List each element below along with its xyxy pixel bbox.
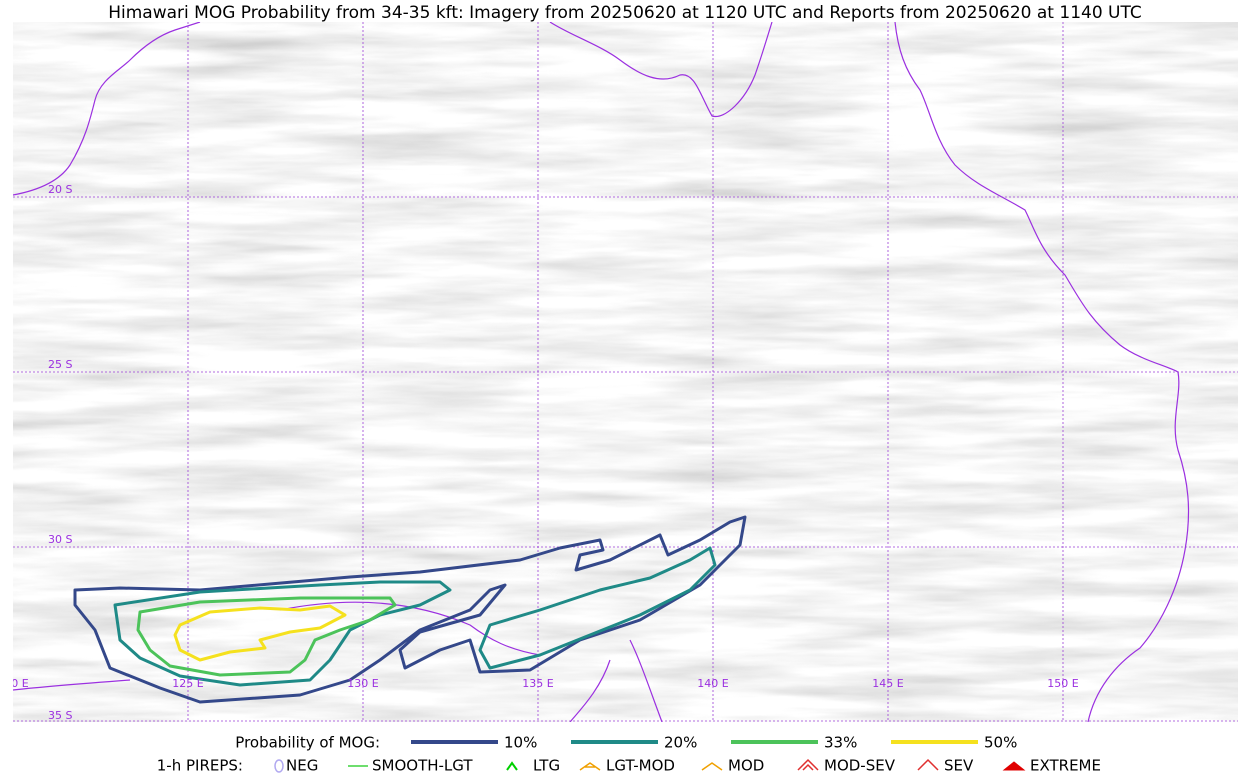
map: 20 S 25 S 30 S 35 S 120 E 125 E 130 E 135 E 140… (0, 22, 1238, 722)
graticule (13, 22, 1238, 722)
contour-10 (73, 515, 747, 704)
legend-label: SMOOTH-LGT (372, 757, 473, 775)
legend-icon (797, 758, 819, 771)
lon-label: 125 E (172, 677, 203, 690)
legend: Probability of MOG: 10% 20% 33% 50% 1-h PIREP… (157, 734, 1101, 775)
legend-icon (506, 761, 518, 771)
lon-label: 150 E (1047, 677, 1078, 690)
lat-label: 35 S (48, 709, 72, 722)
legend-label: LGT-MOD (606, 757, 675, 775)
lon-label: 140 E (697, 677, 728, 690)
title: Himawari MOG Probability from 34-35 kft:… (108, 3, 1142, 23)
legend-label: 10% (504, 734, 537, 752)
lon-label: 145 E (872, 677, 903, 690)
legend-title: 1-h PIREPS: (157, 757, 243, 775)
contour-33 (136, 596, 397, 677)
lat-label: 30 S (48, 533, 72, 546)
legend-icon (579, 762, 601, 771)
lon-label: 130 E (347, 677, 378, 690)
legend-label: 20% (664, 734, 697, 752)
legend-icon (1002, 761, 1026, 771)
legend-label: LTG (533, 757, 560, 775)
legend-label: SEV (944, 757, 974, 775)
lat-labels: 20 S 25 S 30 S 35 S (48, 183, 72, 722)
coastlines (13, 22, 1190, 722)
legend-label: 50% (984, 734, 1017, 752)
legend-icon (701, 762, 723, 771)
legend-label: 33% (824, 734, 857, 752)
legend-label: MOD (728, 757, 764, 775)
legend-title: Probability of MOG: (235, 734, 380, 752)
lon-label: 120 E (0, 677, 29, 690)
legend-label: NEG (286, 757, 318, 775)
probability-contours (73, 515, 747, 704)
lat-label: 20 S (48, 183, 72, 196)
legend-label: EXTREME (1030, 757, 1101, 775)
legend-label: MOD-SEV (824, 757, 896, 775)
lon-labels: 120 E 125 E 130 E 135 E 140 E 145 E 150 E (0, 677, 1079, 690)
legend-icon (917, 758, 939, 771)
lat-label: 25 S (48, 358, 72, 371)
lon-label: 135 E (522, 677, 553, 690)
legend-icon (274, 759, 284, 773)
contour-50 (173, 604, 347, 662)
